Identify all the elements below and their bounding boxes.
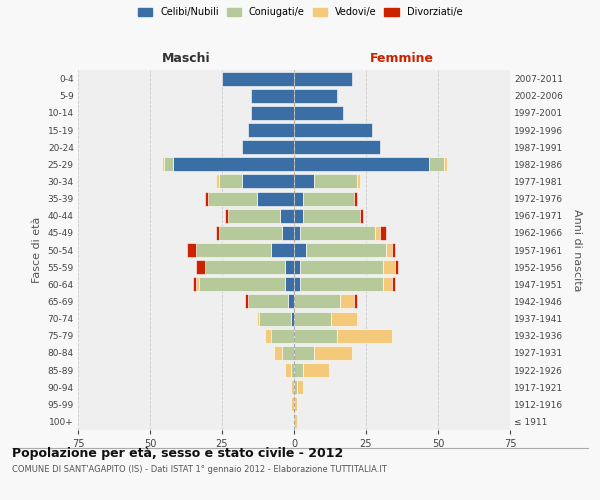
Bar <box>205 260 286 274</box>
Bar <box>291 398 294 411</box>
Bar <box>294 174 314 188</box>
Bar <box>274 346 283 360</box>
Bar <box>444 158 446 172</box>
Bar <box>271 328 294 342</box>
Bar <box>228 208 280 222</box>
Bar <box>294 158 430 172</box>
Bar <box>164 158 173 172</box>
Bar <box>219 226 283 240</box>
Bar <box>360 208 363 222</box>
Text: COMUNE DI SANT'AGAPITO (IS) - Dati ISTAT 1° gennaio 2012 - Elaborazione TUTTITAL: COMUNE DI SANT'AGAPITO (IS) - Dati ISTAT… <box>12 466 387 474</box>
Bar <box>294 328 337 342</box>
Bar <box>294 88 337 102</box>
Bar <box>205 192 208 205</box>
Bar <box>265 328 271 342</box>
Bar <box>395 260 398 274</box>
Bar <box>291 312 294 326</box>
Bar <box>161 158 164 172</box>
Bar <box>358 174 360 188</box>
Y-axis label: Anni di nascita: Anni di nascita <box>572 209 582 291</box>
Text: Femmine: Femmine <box>370 52 434 65</box>
Bar <box>225 208 228 222</box>
Bar <box>294 106 343 120</box>
Bar <box>294 226 300 240</box>
Bar <box>383 260 395 274</box>
Bar <box>294 123 372 137</box>
Bar <box>294 192 302 205</box>
Bar <box>257 192 294 205</box>
Bar <box>380 226 386 240</box>
Bar <box>294 294 340 308</box>
Bar <box>294 260 300 274</box>
Bar <box>196 243 271 257</box>
Bar <box>248 123 294 137</box>
Bar <box>300 226 374 240</box>
Bar <box>337 328 392 342</box>
Bar <box>196 278 199 291</box>
Bar <box>291 363 294 377</box>
Bar <box>294 414 297 428</box>
Bar <box>219 174 242 188</box>
Bar <box>294 380 297 394</box>
Y-axis label: Fasce di età: Fasce di età <box>32 217 42 283</box>
Bar <box>245 294 248 308</box>
Bar <box>286 278 294 291</box>
Bar <box>386 243 392 257</box>
Bar <box>208 192 257 205</box>
Bar <box>242 174 294 188</box>
Bar <box>294 140 380 154</box>
Bar <box>283 346 294 360</box>
Bar <box>199 278 286 291</box>
Bar <box>248 294 288 308</box>
Bar <box>355 294 358 308</box>
Bar <box>294 363 302 377</box>
Bar <box>374 226 380 240</box>
Bar <box>392 243 395 257</box>
Bar <box>286 363 291 377</box>
Bar <box>173 158 294 172</box>
Bar <box>392 278 395 291</box>
Bar <box>257 312 259 326</box>
Text: Popolazione per età, sesso e stato civile - 2012: Popolazione per età, sesso e stato civil… <box>12 448 343 460</box>
Bar <box>314 174 358 188</box>
Bar <box>196 260 205 274</box>
Bar <box>216 174 219 188</box>
Bar <box>331 312 358 326</box>
Bar <box>294 243 305 257</box>
Bar <box>340 294 355 308</box>
Bar <box>302 208 360 222</box>
Bar <box>286 260 294 274</box>
Bar <box>291 380 294 394</box>
Bar <box>216 226 219 240</box>
Bar <box>297 380 302 394</box>
Bar <box>222 72 294 86</box>
Bar <box>251 106 294 120</box>
Bar <box>294 208 302 222</box>
Bar <box>355 192 358 205</box>
Bar <box>294 312 331 326</box>
Bar <box>294 398 297 411</box>
Bar <box>302 363 329 377</box>
Bar <box>271 243 294 257</box>
Legend: Celibi/Nubili, Coniugati/e, Vedovi/e, Divorziati/e: Celibi/Nubili, Coniugati/e, Vedovi/e, Di… <box>138 8 462 18</box>
Bar <box>187 243 196 257</box>
Text: Maschi: Maschi <box>161 52 211 65</box>
Bar <box>294 278 300 291</box>
Bar <box>288 294 294 308</box>
Bar <box>280 208 294 222</box>
Bar <box>283 226 294 240</box>
Bar <box>300 260 383 274</box>
Bar <box>294 346 314 360</box>
Bar <box>314 346 352 360</box>
Bar <box>259 312 291 326</box>
Bar <box>193 278 196 291</box>
Bar <box>300 278 383 291</box>
Bar <box>242 140 294 154</box>
Bar <box>305 243 386 257</box>
Bar <box>302 192 355 205</box>
Bar <box>251 88 294 102</box>
Bar <box>383 278 392 291</box>
Bar <box>430 158 444 172</box>
Bar <box>294 72 352 86</box>
